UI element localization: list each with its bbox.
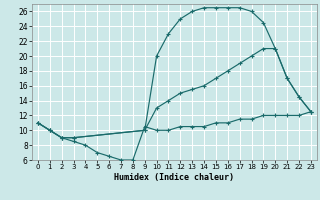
X-axis label: Humidex (Indice chaleur): Humidex (Indice chaleur) [115,173,234,182]
